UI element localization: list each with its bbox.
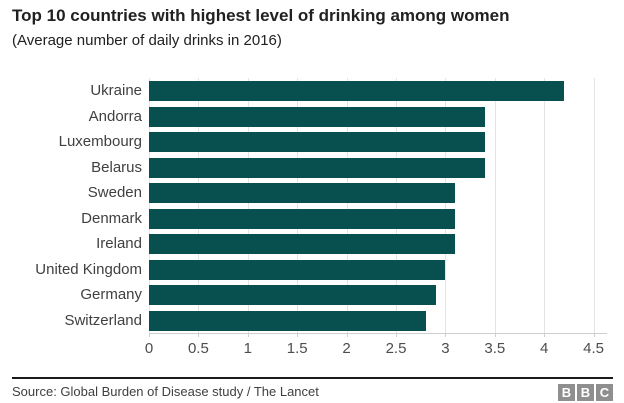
x-axis-tickmark-0 xyxy=(149,333,150,337)
category-label-belarus: Belarus xyxy=(91,158,142,176)
bar-denmark xyxy=(149,208,456,229)
x-axis-tick-label-3.5: 3.5 xyxy=(484,340,506,357)
x-axis-tickmark-3 xyxy=(445,333,447,337)
category-label-ukraine: Ukraine xyxy=(90,82,142,99)
x-axis-tick-label-3: 3 xyxy=(441,340,450,357)
x-axis-tickmark-4.5 xyxy=(593,333,595,337)
footer-divider xyxy=(12,377,613,379)
category-label-switzerland: Switzerland xyxy=(64,311,142,329)
source-attribution: Source: Global Burden of Disease study /… xyxy=(12,384,319,399)
x-axis-tick-label-2.5: 2.5 xyxy=(385,340,407,357)
bar-belarus xyxy=(149,157,485,178)
x-axis-tick-label-0.5: 0.5 xyxy=(187,340,209,357)
x-axis-tick-label-2: 2 xyxy=(342,340,351,357)
x-axis-tickmark-0.5 xyxy=(198,333,200,337)
bar-ireland xyxy=(149,234,456,254)
x-axis-tickmark-2.5 xyxy=(396,333,397,337)
plot-area xyxy=(149,78,607,337)
x-axis-tick-label-4: 4 xyxy=(540,340,549,357)
category-label-luxembourg: Luxembourg xyxy=(58,133,142,150)
bbc-logo-block-2: B xyxy=(577,384,594,401)
bar-andorra xyxy=(149,106,485,127)
chart-subtitle: (Average number of daily drinks in 2016) xyxy=(12,32,282,49)
x-axis-tick-label-1.5: 1.5 xyxy=(286,340,308,357)
gridline-x-1 xyxy=(247,78,249,333)
bar-switzerland xyxy=(149,310,426,331)
bar-sweden xyxy=(149,183,456,203)
x-axis-tickmark-1 xyxy=(247,333,249,337)
x-axis-tick-labels: 0 0.5 1 1.5 2 2.5 3 3.5 4 4.5 xyxy=(0,340,624,360)
gridline-x-3.5 xyxy=(494,78,496,333)
gridline-x-2.5 xyxy=(396,78,397,333)
gridline-x-4 xyxy=(544,78,546,333)
x-axis-tickmark-4 xyxy=(544,333,546,337)
bar-united-kingdom xyxy=(149,259,446,280)
gridline-x-0 xyxy=(149,78,150,333)
y-axis-category-labels: Ukraine Andorra Luxembourg Belarus Sweden Den… xyxy=(0,78,142,333)
category-label-andorra: Andorra xyxy=(88,107,142,125)
gridline-x-4.5 xyxy=(593,78,595,333)
category-label-ireland: Ireland xyxy=(96,235,142,252)
x-axis-tick-label-4.5: 4.5 xyxy=(583,340,605,357)
bar-germany xyxy=(149,285,436,305)
x-axis-tickmark-2 xyxy=(346,333,348,337)
gridline-x-2 xyxy=(346,78,348,333)
category-label-germany: Germany xyxy=(80,286,142,303)
x-axis-tick-label-0: 0 xyxy=(144,340,154,357)
category-label-sweden: Sweden xyxy=(87,184,142,201)
bbc-logo-block-1: B xyxy=(558,384,575,401)
bbc-logo-block-3: C xyxy=(596,384,613,401)
chart-title: Top 10 countries with highest level of d… xyxy=(12,6,510,25)
bar-ukraine xyxy=(149,81,564,101)
category-label-denmark: Denmark xyxy=(81,209,142,227)
gridline-x-3 xyxy=(445,78,447,333)
gridline-x-0.5 xyxy=(198,78,200,333)
bar-luxembourg xyxy=(149,132,485,152)
category-label-united-kingdom: United Kingdom xyxy=(35,260,142,278)
gridline-x-1.5 xyxy=(297,78,299,333)
x-axis-tick-label-1: 1 xyxy=(243,340,252,357)
x-axis-tickmark-1.5 xyxy=(297,333,299,337)
x-axis-tickmark-3.5 xyxy=(494,333,496,337)
